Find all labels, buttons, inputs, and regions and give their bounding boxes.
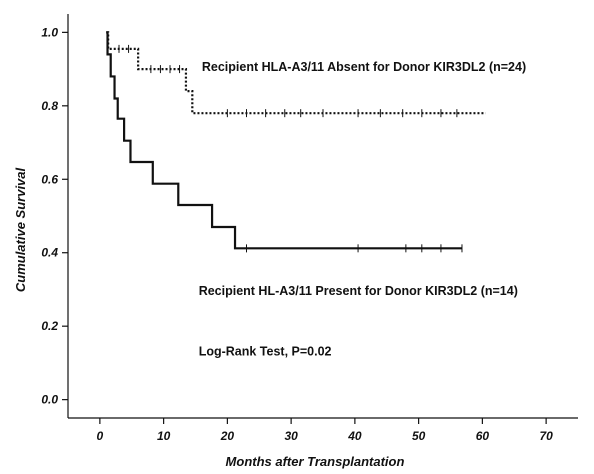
x-tick-label: 20	[220, 429, 235, 443]
series-0	[106, 31, 486, 118]
y-tick-label: 0.0	[41, 393, 58, 407]
y-tick-label: 1.0	[41, 25, 58, 39]
x-tick-label: 30	[284, 429, 298, 443]
annotation-0: Recipient HLA-A3/11 Absent for Donor KIR…	[202, 60, 526, 74]
annotation-1: Recipient HL-A3/11 Present for Donor KIR…	[199, 284, 518, 298]
y-axis-title: Cumulative Survival	[13, 167, 28, 292]
series-layer	[106, 31, 486, 253]
annotations: Recipient HLA-A3/11 Absent for Donor KIR…	[199, 60, 526, 359]
y-tick-label: 0.8	[41, 99, 58, 113]
x-tick-label: 40	[347, 429, 362, 443]
x-axis-title: Months after Transplantation	[226, 454, 405, 469]
y-tick-label: 0.2	[41, 319, 58, 333]
x-tick-label: 60	[476, 429, 490, 443]
x-tick-label: 50	[412, 429, 426, 443]
survival-curve-1	[106, 31, 462, 250]
y-tick-label: 0.4	[41, 246, 58, 260]
annotation-2: Log-Rank Test, P=0.02	[199, 345, 332, 359]
axes: 0 10 20 30 40 50 60 70 0.0 0.2 0.4 0.6 0.8 1.0 Months …	[13, 14, 578, 469]
y-tick-label: 0.6	[41, 172, 58, 186]
survival-curve-0	[106, 31, 486, 115]
x-tick-label: 0	[97, 429, 104, 443]
x-tick-label: 10	[157, 429, 171, 443]
series-1	[106, 31, 463, 253]
x-tick-label: 70	[539, 429, 553, 443]
